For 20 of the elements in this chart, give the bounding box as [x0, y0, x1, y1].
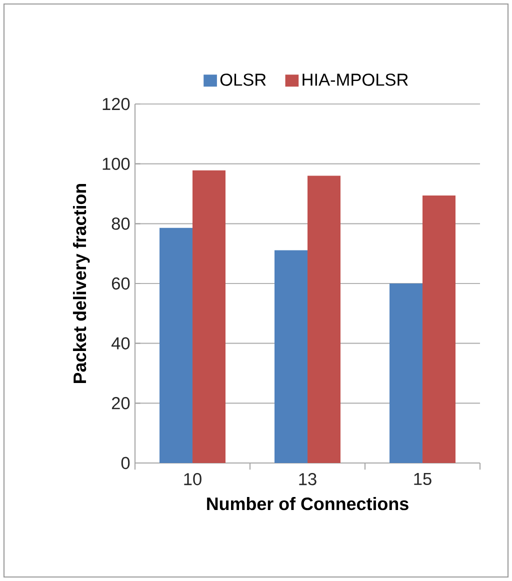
- x-tick-label: 10: [184, 473, 202, 486]
- y-tick-label: 120: [102, 98, 130, 110]
- bar: [160, 228, 192, 463]
- legend-label: HIA-MPOLSR: [302, 74, 408, 86]
- x-axis-title: Number of Connections: [207, 497, 408, 510]
- y-axis-title: Packet delivery fraction: [72, 184, 90, 383]
- bar: [274, 250, 308, 463]
- y-tick-label: 100: [102, 158, 130, 170]
- y-tick-label: 20: [112, 397, 130, 410]
- x-tick-label: 13: [299, 473, 316, 486]
- y-tick-label: 40: [111, 337, 130, 350]
- bar: [192, 170, 226, 463]
- bar: [390, 284, 422, 463]
- y-tick-label: 60: [112, 277, 130, 290]
- bar: [422, 196, 456, 463]
- y-tick-label: 0: [121, 456, 130, 470]
- legend-label: OLSR: [220, 74, 266, 86]
- x-tick-label: 15: [414, 473, 432, 486]
- bar: [308, 176, 340, 463]
- y-tick-label: 80: [112, 218, 130, 230]
